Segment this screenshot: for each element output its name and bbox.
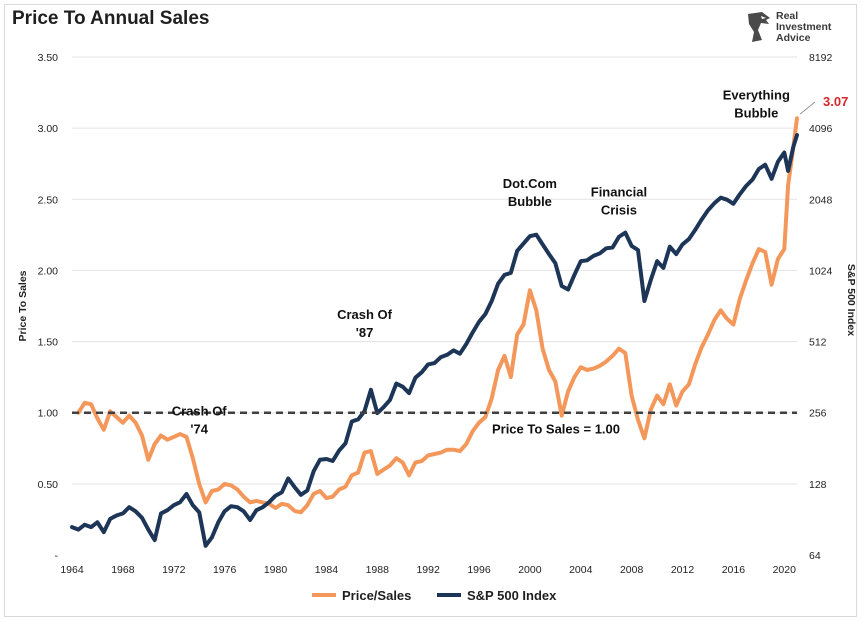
right-tick-label: 8192 [809, 52, 833, 64]
baseline-label: Price To Sales = 1.00 [492, 422, 620, 437]
right-tick-label: 2048 [809, 194, 833, 206]
left-tick-label: 2.00 [38, 265, 59, 277]
annotation-text: Crisis [601, 202, 637, 217]
right-tick-label: 64 [809, 550, 821, 562]
left-tick-label: - [55, 550, 59, 562]
right-tick-label: 1024 [809, 265, 833, 277]
right-axis-label: S&P 500 Index [845, 264, 857, 336]
reference-line: Price To Sales = 1.00 [72, 411, 797, 437]
x-tick-label: 1992 [416, 564, 440, 576]
annotation-text: '87 [356, 325, 374, 340]
left-tick-label: 3.00 [38, 123, 59, 135]
legend-price-sales-label: Price/Sales [342, 588, 411, 603]
left-axis-label: Price To Sales [17, 270, 29, 341]
x-tick-label: 1972 [162, 564, 186, 576]
chart-frame [4, 4, 857, 617]
annotation-text: '74 [190, 422, 208, 437]
right-tick-label: 512 [809, 337, 827, 349]
legend-sp500-label: S&P 500 Index [467, 588, 557, 603]
chart-title: Price To Annual Sales [12, 8, 210, 29]
x-tick-label: 2012 [671, 564, 695, 576]
right-tick-label: 4096 [809, 123, 833, 135]
end-value-label: 3.07 [823, 94, 848, 109]
right-tick-label: 256 [809, 408, 827, 420]
brand-name: Real Investment Advice [776, 11, 856, 44]
x-tick-label: 2020 [773, 564, 797, 576]
x-tick-label: 1988 [366, 564, 390, 576]
series-lines [70, 116, 799, 548]
annotation-text: Bubble [734, 106, 778, 121]
eagle-head-icon [748, 12, 770, 42]
brand-line-2: Investment [776, 21, 832, 33]
brand-line-1: Real [776, 10, 799, 22]
x-tick-label: 2000 [518, 564, 542, 576]
left-tick-label: 1.00 [38, 408, 59, 420]
annotation-text: Crash Of [172, 404, 228, 419]
left-tick-label: 0.50 [38, 479, 59, 491]
price-sales-line [76, 116, 799, 515]
annotations: Crash Of '74 Crash Of '87 Dot.Com Bubble Finan… [172, 88, 849, 437]
x-tick-label: 1984 [315, 564, 339, 576]
brand-logo: Real Investment Advice [746, 10, 856, 46]
x-tick-label: 2016 [722, 564, 746, 576]
end-label-leader [799, 101, 816, 115]
brand-line-3: Advice [776, 32, 811, 44]
right-axis-ticks: 64 128 256 512 1024 2048 4096 8192 [809, 52, 833, 562]
left-axis-ticks: - 0.50 1.00 1.50 2.00 2.50 3.00 3.50 [38, 52, 59, 562]
x-tick-label: 1976 [213, 564, 237, 576]
left-tick-label: 3.50 [38, 52, 59, 64]
legend: Price/Sales S&P 500 Index [312, 588, 557, 603]
left-tick-label: 1.50 [38, 337, 59, 349]
annotation-text: Crash Of [337, 307, 393, 322]
x-tick-label: 1968 [111, 564, 135, 576]
sp500-line [70, 133, 799, 548]
gridlines [72, 56, 797, 485]
x-tick-label: 1964 [60, 564, 84, 576]
x-tick-label: 2004 [569, 564, 593, 576]
annotation-text: Bubble [508, 194, 552, 209]
annotation-text: Dot.Com [503, 176, 557, 191]
x-axis-ticks: 1964 1968 1972 1976 1980 1984 1988 1992 1996 2000… [60, 564, 796, 576]
x-tick-label: 2008 [620, 564, 644, 576]
annotation-text: Everything [723, 88, 790, 103]
x-tick-label: 1996 [467, 564, 491, 576]
annotation-text: Financial [591, 184, 647, 199]
left-tick-label: 2.50 [38, 194, 59, 206]
x-tick-label: 1980 [264, 564, 288, 576]
right-tick-label: 128 [809, 479, 827, 491]
